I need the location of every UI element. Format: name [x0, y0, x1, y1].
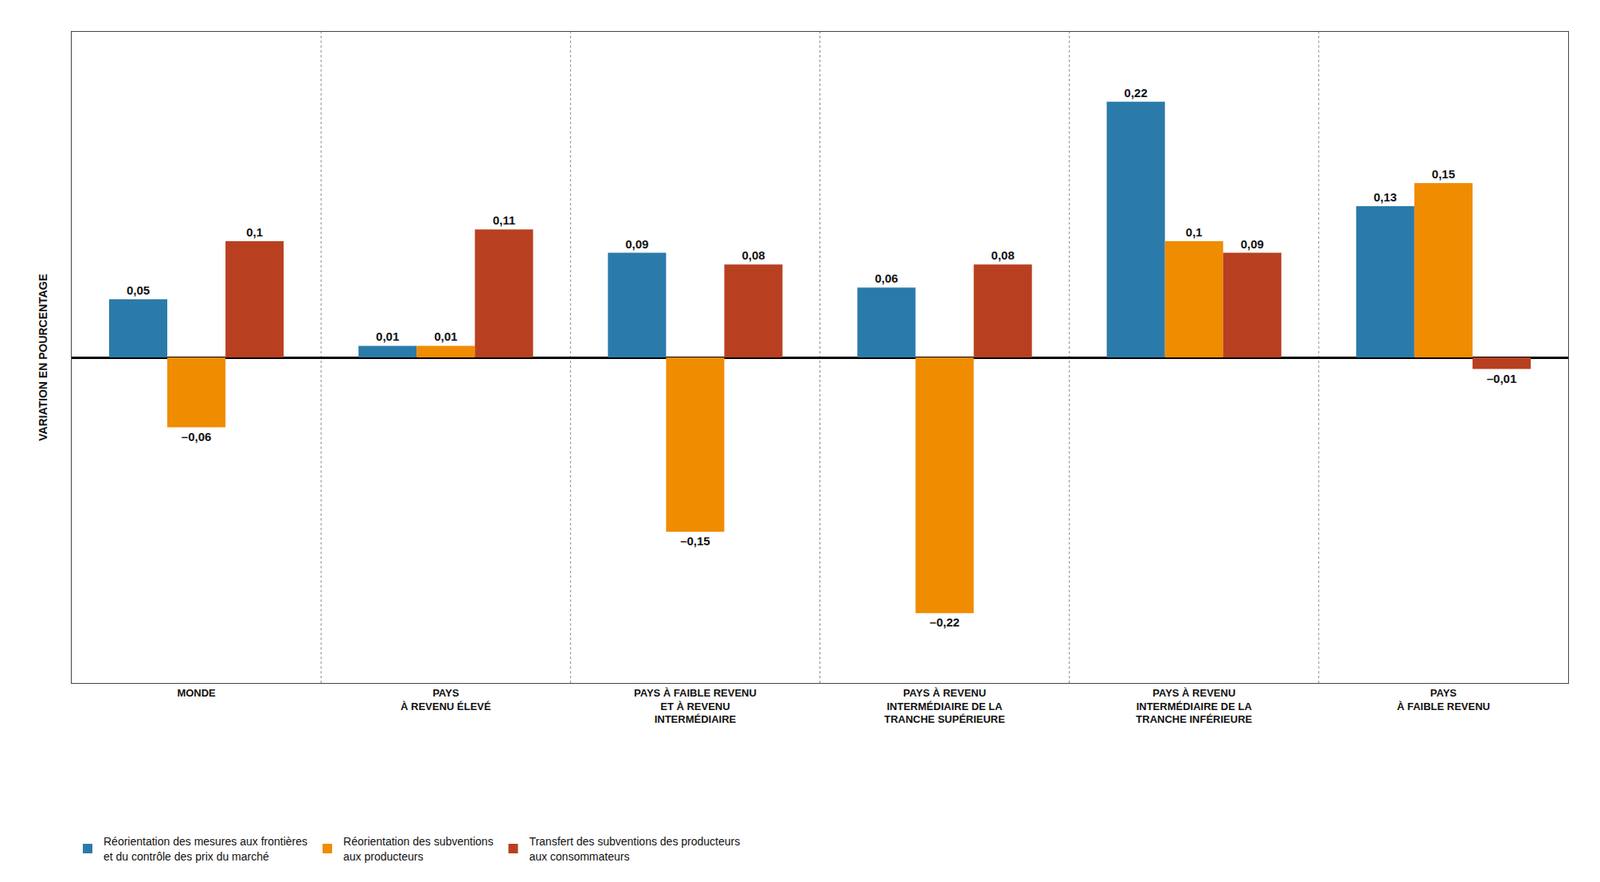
- svg-text:0,01: 0,01: [434, 329, 458, 344]
- svg-text:0,13: 0,13: [1373, 190, 1397, 204]
- svg-text:–0,15: –0,15: [680, 534, 711, 548]
- svg-text:0,05: 0,05: [126, 283, 150, 298]
- svg-text:PAYSÀ REVENU ÉLEVÉ: PAYSÀ REVENU ÉLEVÉ: [400, 687, 492, 713]
- svg-text:PAYSÀ FAIBLE REVENU: PAYSÀ FAIBLE REVENU: [1396, 687, 1491, 713]
- svg-text:0,09: 0,09: [1240, 237, 1264, 251]
- svg-text:0,01: 0,01: [375, 329, 400, 344]
- svg-text:–0,22: –0,22: [929, 615, 960, 630]
- svg-text:–0,06: –0,06: [181, 430, 212, 444]
- svg-text:0,1: 0,1: [246, 225, 263, 239]
- svg-text:0,22: 0,22: [1124, 86, 1148, 100]
- svg-text:PAYS À REVENUINTERMÉDIAIRE DE: PAYS À REVENUINTERMÉDIAIRE DE LATRANCHE …: [1135, 687, 1252, 727]
- svg-text:0,06: 0,06: [874, 271, 898, 286]
- svg-text:0,08: 0,08: [741, 248, 765, 263]
- svg-text:0,09: 0,09: [625, 237, 649, 251]
- svg-text:MONDE: MONDE: [176, 687, 216, 700]
- svg-text:VARIATION EN POURCENTAGE: VARIATION EN POURCENTAGE: [36, 273, 50, 442]
- svg-text:0,11: 0,11: [492, 213, 516, 227]
- svg-text:0,08: 0,08: [991, 248, 1015, 263]
- svg-text:Réorientation des mesures aux: Réorientation des mesures aux frontières…: [103, 835, 308, 863]
- svg-text:Transfert des subventions des: Transfert des subventions des producteur…: [528, 835, 740, 863]
- svg-text:PAYS À FAIBLE REVENUET À REVEN: PAYS À FAIBLE REVENUET À REVENUINTERMÉDI…: [633, 687, 757, 727]
- svg-text:–0,01: –0,01: [1486, 371, 1518, 386]
- svg-text:0,15: 0,15: [1431, 167, 1456, 181]
- svg-text:0,1: 0,1: [1185, 225, 1203, 239]
- svg-text:Réorientation des subventionsa: Réorientation des subventionsaux product…: [343, 835, 493, 863]
- svg-text:PAYS À REVENUINTERMÉDIAIRE DE: PAYS À REVENUINTERMÉDIAIRE DE LATRANCHE …: [884, 687, 1006, 727]
